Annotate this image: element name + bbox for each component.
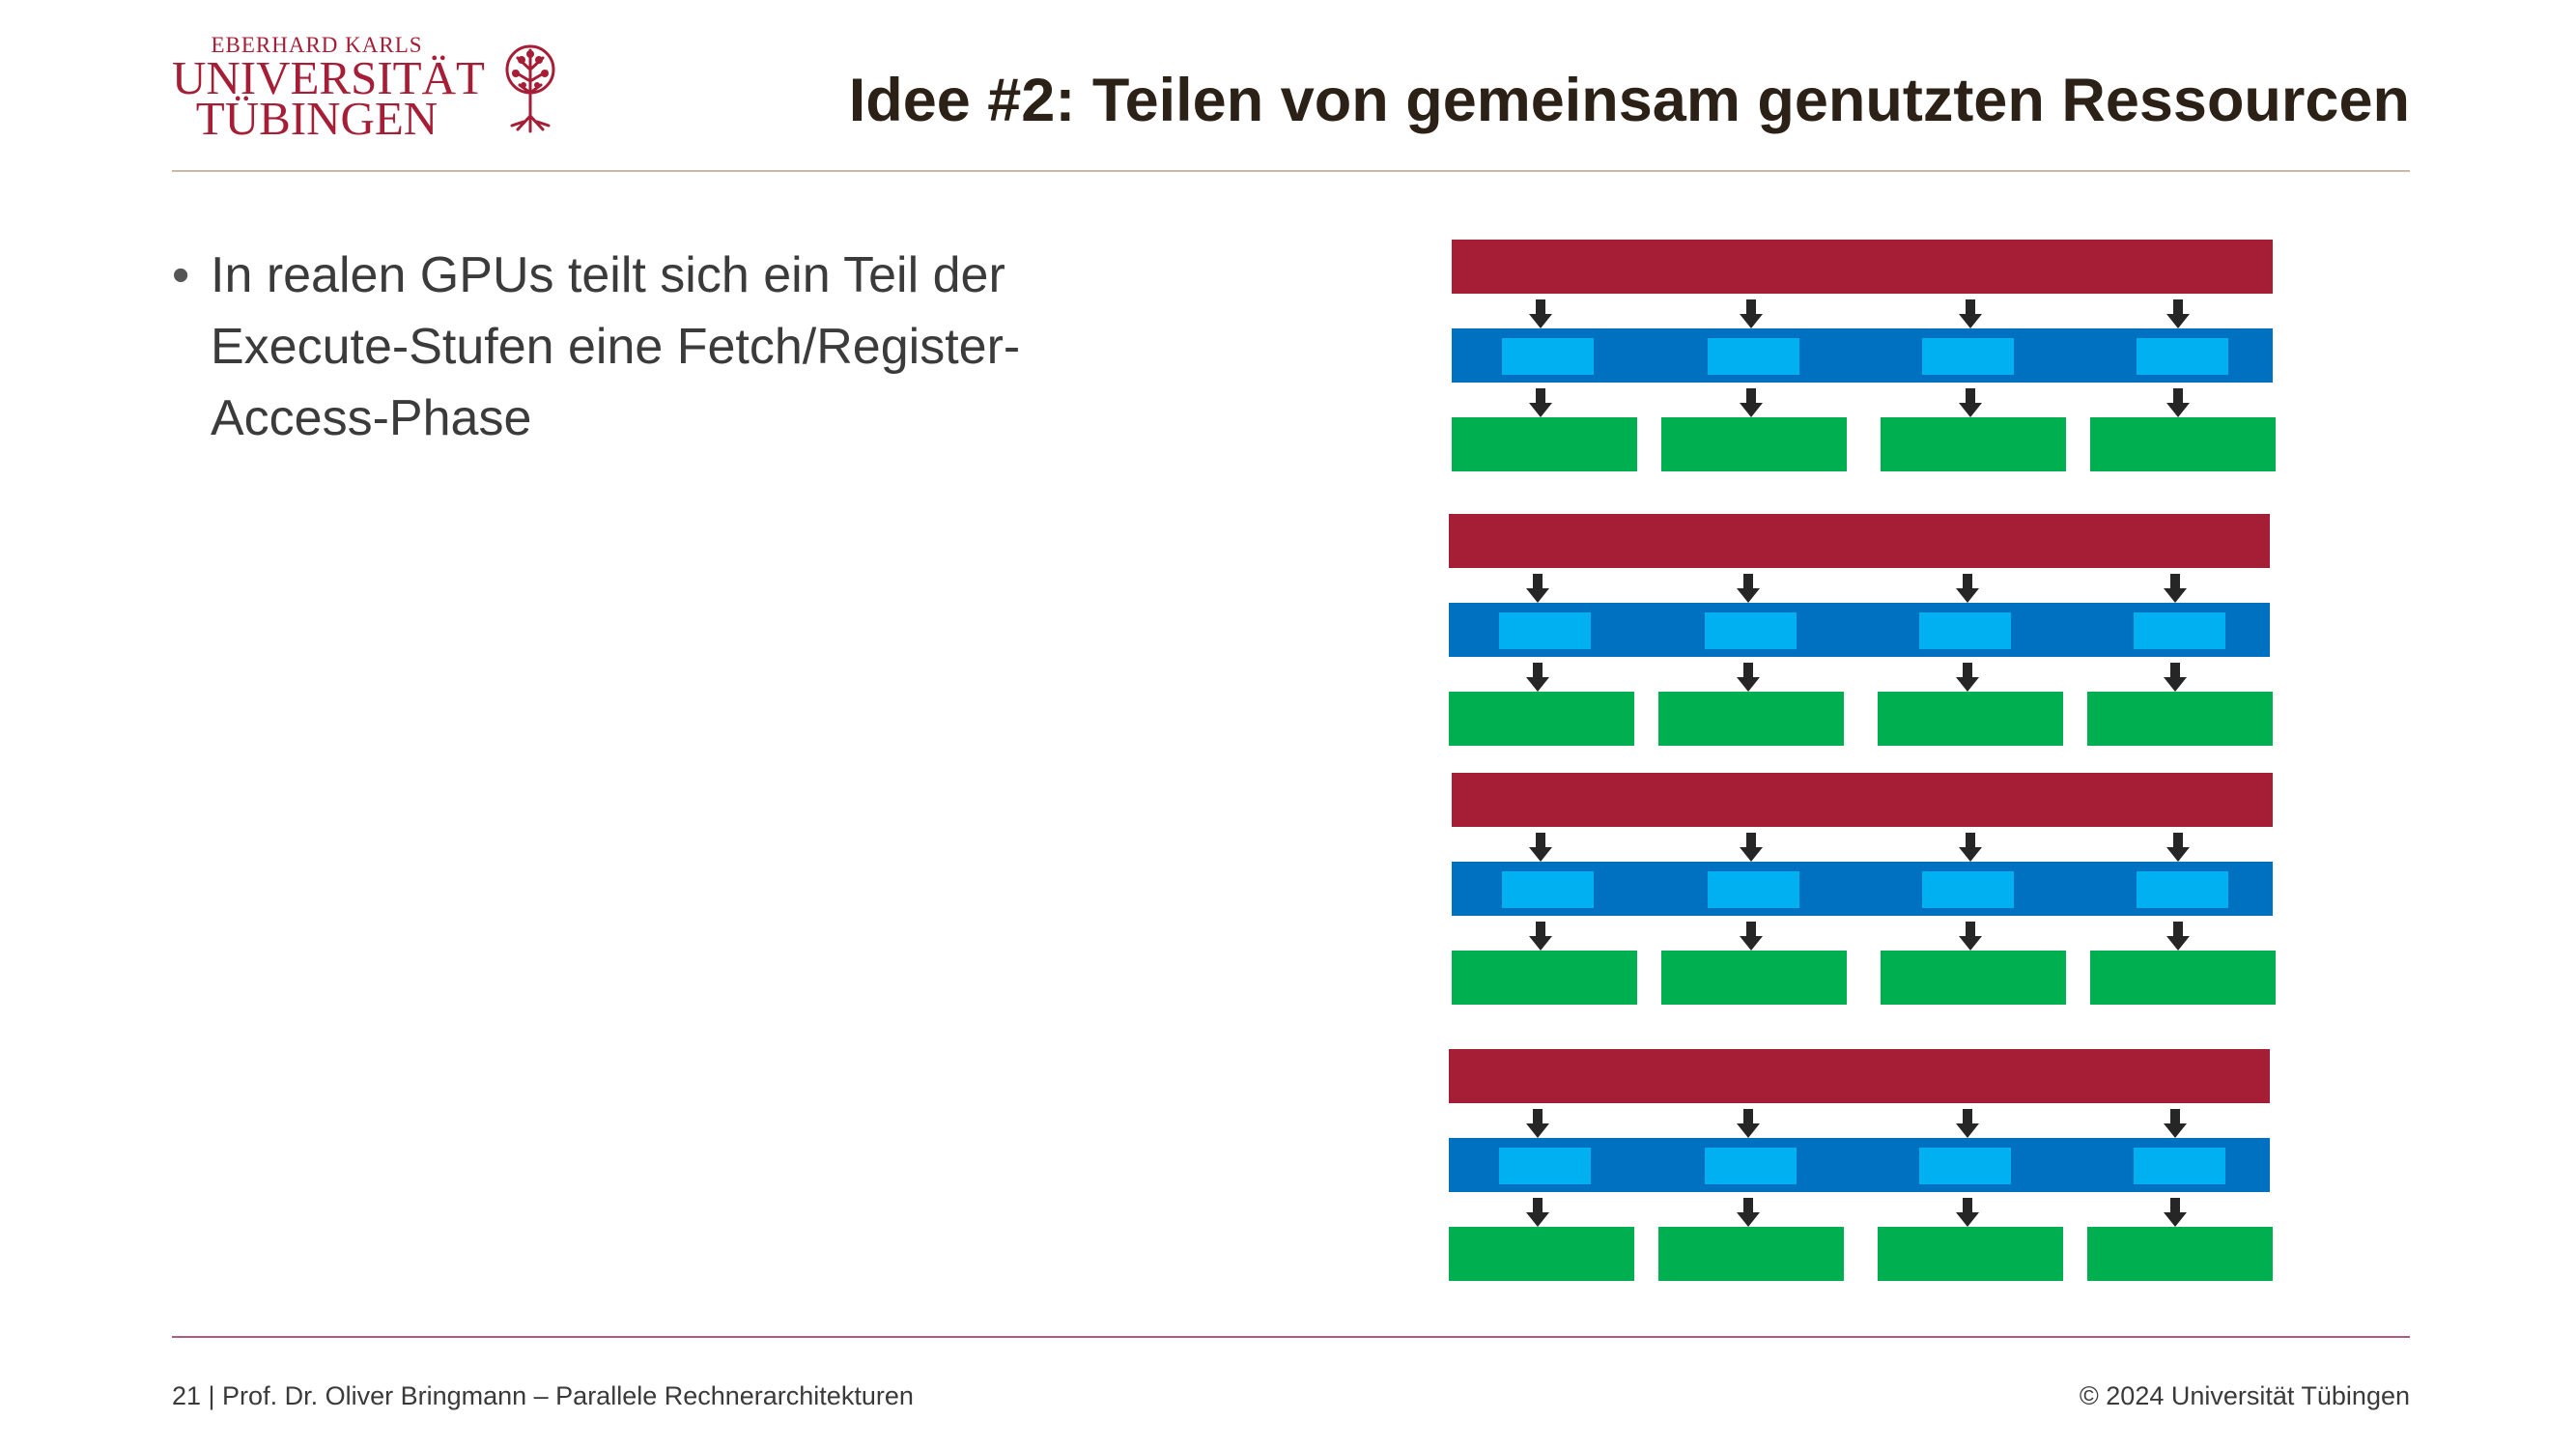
down-arrow-icon	[1737, 663, 1760, 692]
register-unit	[2134, 1148, 2225, 1184]
down-arrow-icon	[2164, 574, 2187, 603]
tree-icon	[505, 44, 555, 133]
execute-unit	[1661, 417, 1847, 471]
execute-unit	[1658, 692, 1844, 746]
register-unit	[2137, 338, 2228, 375]
down-arrow-icon	[1529, 922, 1552, 951]
down-arrow-icon	[1529, 388, 1552, 417]
down-arrow-icon	[1740, 388, 1763, 417]
down-arrow-icon	[1529, 299, 1552, 328]
execute-unit	[2087, 1227, 2273, 1281]
register-unit	[1922, 338, 2014, 375]
footer-lecture-info: 21 | Prof. Dr. Oliver Bringmann – Parall…	[172, 1381, 914, 1410]
register-unit	[1919, 1148, 2011, 1184]
execute-unit	[1881, 417, 2066, 471]
register-unit	[1705, 1148, 1797, 1184]
down-arrow-icon	[1737, 574, 1760, 603]
fetch-stage-bar	[1449, 1049, 2270, 1103]
pipeline-diagram	[1449, 240, 2276, 1281]
down-arrow-icon	[2166, 833, 2190, 862]
execute-unit	[1449, 692, 1634, 746]
down-arrow-icon	[1737, 1198, 1760, 1227]
down-arrow-icon	[1740, 299, 1763, 328]
execute-unit	[1878, 692, 2063, 746]
down-arrow-icon	[2166, 922, 2190, 951]
down-arrow-icon	[2166, 388, 2190, 417]
down-arrow-icon	[1959, 388, 1982, 417]
register-unit	[1708, 871, 1799, 908]
register-unit	[1705, 612, 1797, 649]
down-arrow-icon	[1526, 663, 1549, 692]
down-arrow-icon	[2164, 1198, 2187, 1227]
down-arrow-icon	[1737, 1109, 1760, 1138]
execute-unit	[2087, 692, 2273, 746]
down-arrow-icon	[1526, 574, 1549, 603]
execute-unit	[1452, 951, 1637, 1005]
down-arrow-icon	[1956, 574, 1979, 603]
register-unit	[1922, 871, 2014, 908]
bullet-item: • In realen GPUs teilt sich ein Teil der…	[172, 240, 1186, 454]
register-unit	[1919, 612, 2011, 649]
down-arrow-icon	[1526, 1198, 1549, 1227]
down-arrow-icon	[1526, 1109, 1549, 1138]
execute-unit	[1452, 417, 1637, 471]
slide-title: Idee #2: Teilen von gemeinsam genutzten …	[848, 67, 2410, 134]
down-arrow-icon	[1956, 1109, 1979, 1138]
down-arrow-icon	[1740, 922, 1763, 951]
execute-unit	[1658, 1227, 1844, 1281]
logo-line-1: UNIVERSITÄT	[172, 51, 485, 104]
execute-unit	[1881, 951, 2066, 1005]
register-unit	[2137, 871, 2228, 908]
fetch-stage-bar	[1449, 514, 2270, 568]
execute-unit	[1661, 951, 1847, 1005]
execute-unit	[2090, 417, 2276, 471]
execute-unit	[2090, 951, 2276, 1005]
header-divider	[172, 170, 2410, 172]
register-unit	[1502, 871, 1594, 908]
fetch-stage-bar	[1452, 773, 2273, 827]
down-arrow-icon	[1959, 922, 1982, 951]
down-arrow-icon	[1529, 833, 1552, 862]
footer-copyright: © 2024 Universität Tübingen	[2079, 1381, 2410, 1410]
logo-line-small: EBERHARD KARLS	[211, 33, 423, 57]
university-logo: EBERHARD KARLS UNIVERSITÄT TÜBINGEN	[172, 33, 558, 145]
footer-divider	[172, 1336, 2410, 1338]
bullet-list: • In realen GPUs teilt sich ein Teil der…	[172, 240, 1186, 454]
register-unit	[1708, 338, 1799, 375]
down-arrow-icon	[2166, 299, 2190, 328]
execute-unit	[1878, 1227, 2063, 1281]
down-arrow-icon	[1959, 833, 1982, 862]
register-unit	[1502, 338, 1594, 375]
register-unit	[1499, 612, 1591, 649]
register-unit	[1499, 1148, 1591, 1184]
down-arrow-icon	[1956, 663, 1979, 692]
execute-unit	[1449, 1227, 1634, 1281]
register-unit	[2134, 612, 2225, 649]
fetch-stage-bar	[1452, 240, 2273, 294]
bullet-marker: •	[172, 247, 190, 303]
down-arrow-icon	[2164, 663, 2187, 692]
down-arrow-icon	[1740, 833, 1763, 862]
down-arrow-icon	[1956, 1198, 1979, 1227]
down-arrow-icon	[2164, 1109, 2187, 1138]
down-arrow-icon	[1959, 299, 1982, 328]
bullet-text: In realen GPUs teilt sich ein Teil der E…	[211, 247, 1021, 446]
logo-line-2: TÜBINGEN	[195, 92, 439, 145]
